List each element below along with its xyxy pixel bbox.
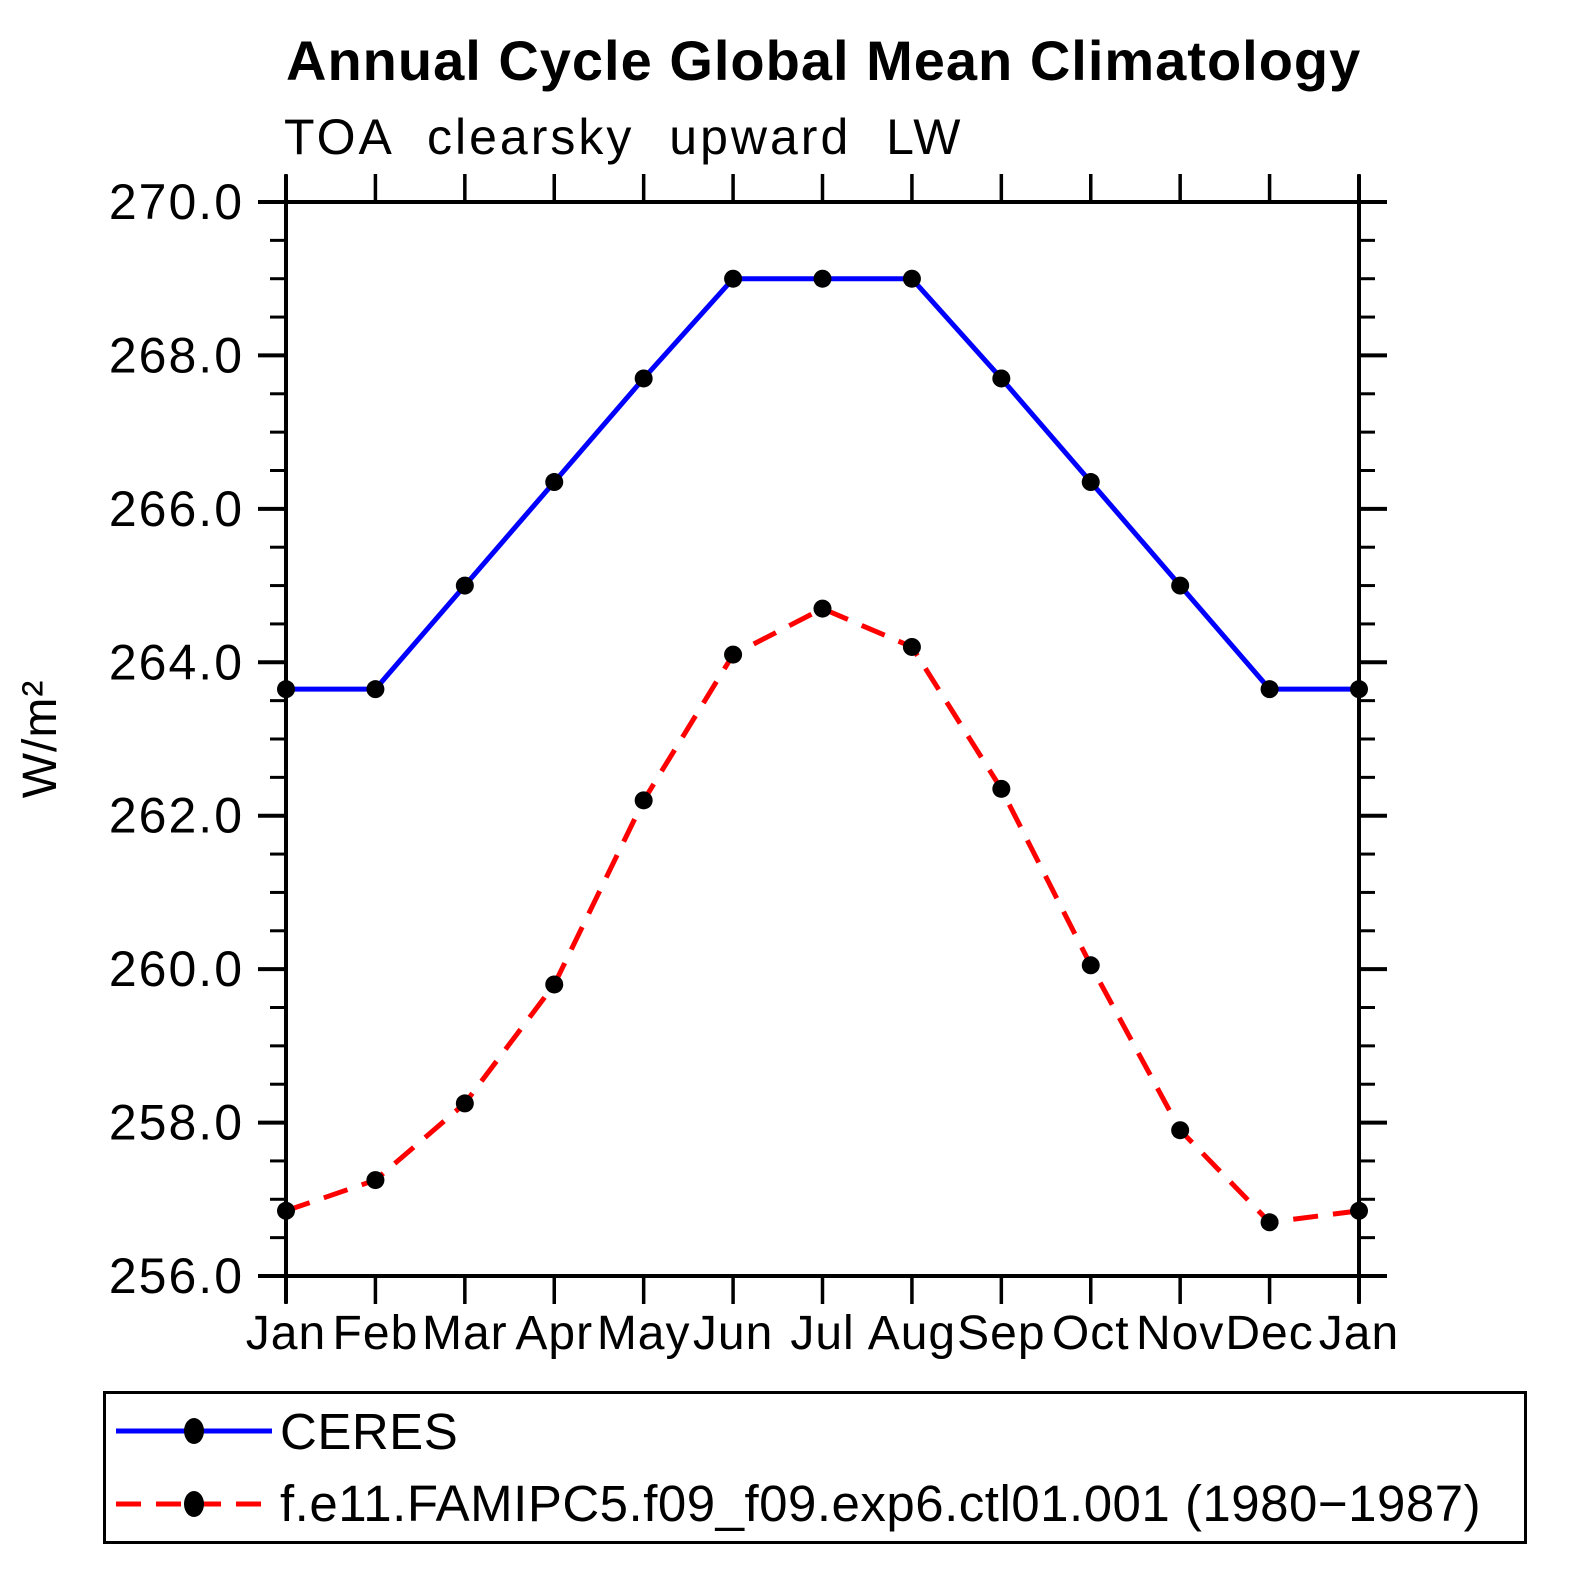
y-tick-label: 270.0 <box>109 174 244 230</box>
data-point-marker <box>634 791 653 810</box>
data-point-marker <box>902 637 921 656</box>
x-tick-label: Jun <box>693 1307 773 1360</box>
data-point-marker <box>455 1094 474 1113</box>
series-line-0 <box>286 276 1359 692</box>
data-point-marker <box>634 369 653 388</box>
data-point-marker <box>1350 1201 1368 1220</box>
y-axis-title: W/m² <box>14 680 67 799</box>
data-point-marker <box>813 269 832 288</box>
data-point-marker <box>366 1171 385 1190</box>
x-tick-label: Mar <box>422 1307 508 1360</box>
x-tick-label: May <box>597 1307 691 1360</box>
legend-label-model: f.e11.FAMIPC5.f09_f09.exp6.ctl01.001 (19… <box>280 1475 1482 1533</box>
y-tick-label: 266.0 <box>109 481 244 537</box>
series-line-1 <box>285 605 1360 1225</box>
data-point-marker <box>724 645 743 664</box>
data-point-marker <box>1081 956 1100 975</box>
legend: CERES f.e11.FAMIPC5.f09_f09.exp6.ctl01.0… <box>103 1391 1527 1544</box>
x-tick-label: Sep <box>957 1307 1045 1360</box>
y-tick-label: 264.0 <box>109 634 244 690</box>
data-point-marker <box>992 779 1011 798</box>
x-tick-label: Jan <box>1319 1307 1399 1360</box>
data-point-marker <box>1260 1213 1279 1232</box>
data-point-marker <box>366 680 385 699</box>
data-point-marker <box>1350 680 1368 699</box>
data-point-marker <box>992 369 1011 388</box>
chart-subtitle: TOA clearsky upward LW <box>284 109 964 165</box>
x-tick-label: Dec <box>1225 1307 1313 1360</box>
data-point-marker <box>724 269 743 288</box>
data-point-marker <box>545 975 564 994</box>
x-tick-label: Aug <box>868 1307 956 1360</box>
x-tick-label: Jan <box>246 1307 326 1360</box>
data-point-marker <box>813 599 832 618</box>
x-tick-label: Feb <box>333 1307 419 1360</box>
legend-item-ceres: CERES <box>114 1396 1524 1466</box>
data-point-marker <box>902 269 921 288</box>
legend-line-sample-dashed <box>116 1490 272 1517</box>
chart-title: Annual Cycle Global Mean Climatology <box>286 29 1362 92</box>
legend-item-model: f.e11.FAMIPC5.f09_f09.exp6.ctl01.001 (19… <box>114 1469 1524 1539</box>
y-tick-label: 256.0 <box>109 1248 244 1304</box>
data-point-marker <box>1260 680 1279 699</box>
data-point-marker <box>455 576 474 595</box>
data-point-marker <box>277 1201 295 1220</box>
data-point-marker <box>545 473 564 492</box>
y-tick-label: 268.0 <box>109 327 244 383</box>
data-point-marker <box>1081 473 1100 492</box>
data-point-marker <box>277 680 295 699</box>
data-point-marker <box>1171 576 1190 595</box>
x-tick-label: Nov <box>1136 1307 1224 1360</box>
x-tick-label: Oct <box>1052 1307 1130 1360</box>
y-tick-label: 260.0 <box>109 941 244 997</box>
data-point-marker <box>1171 1121 1190 1140</box>
x-tick-label: Jul <box>790 1307 854 1360</box>
y-tick-label: 262.0 <box>109 788 244 844</box>
y-tick-label: 258.0 <box>109 1095 244 1151</box>
legend-line-sample-solid <box>116 1418 272 1445</box>
legend-label-ceres: CERES <box>280 1402 459 1460</box>
x-tick-label: Apr <box>515 1307 593 1360</box>
